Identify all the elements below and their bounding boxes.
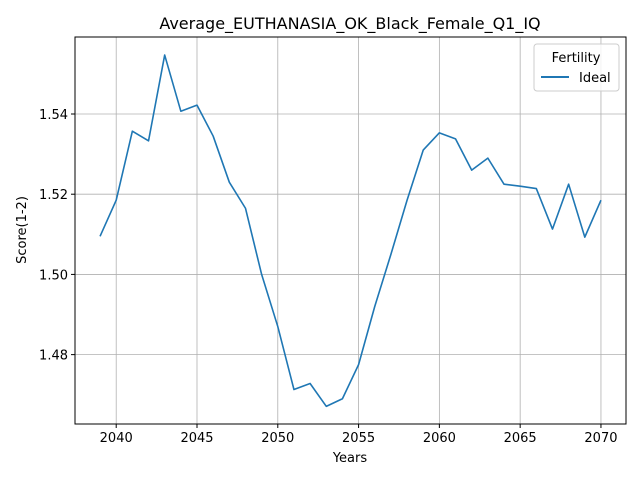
legend-label-ideal: Ideal <box>579 71 611 86</box>
chart-title: Average_EUTHANASIA_OK_Black_Female_Q1_IQ <box>159 14 540 34</box>
x-tick-label: 2070 <box>584 431 617 446</box>
x-tick-label: 2040 <box>100 431 133 446</box>
legend-title: Fertility <box>552 51 601 66</box>
series-line-ideal <box>99 54 602 408</box>
x-tick-label: 2065 <box>504 431 537 446</box>
grid <box>75 37 626 424</box>
series-layer <box>99 54 602 408</box>
legend: Fertility Ideal <box>533 43 620 92</box>
x-tick-label: 2055 <box>342 431 375 446</box>
plot-frame <box>74 36 627 425</box>
y-axis-label: Score(1-2) <box>15 196 30 264</box>
y-tick-label: 1.54 <box>39 108 68 123</box>
y-tick-label: 1.52 <box>39 188 68 203</box>
y-tick-label: 1.48 <box>39 349 68 364</box>
x-axis-label: Years <box>332 451 368 466</box>
y-tick-label: 1.50 <box>39 268 68 283</box>
legend-box <box>533 43 620 92</box>
x-tick-label: 2060 <box>423 431 456 446</box>
x-tick-label: 2045 <box>180 431 213 446</box>
ticks: 2040 2045 2050 2055 2060 2065 2070 1.48 1.50 1.52… <box>39 108 617 446</box>
x-tick-label: 2050 <box>261 431 294 446</box>
